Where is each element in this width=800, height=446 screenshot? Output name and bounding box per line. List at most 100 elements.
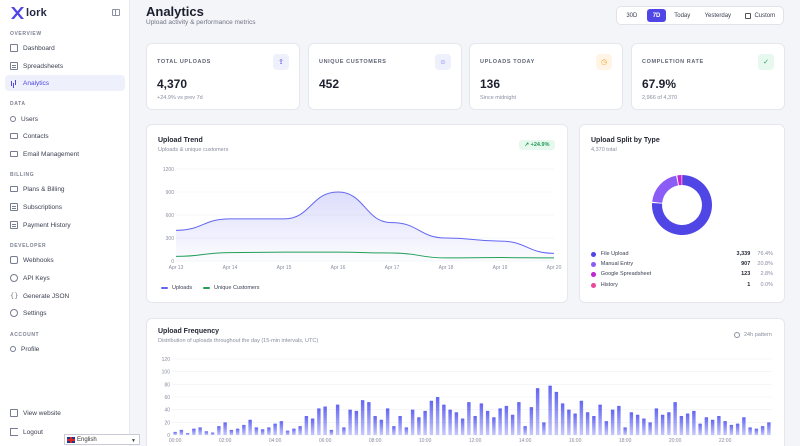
frequency-bar (248, 419, 252, 435)
frequency-bar (592, 416, 596, 435)
split-name: History (600, 282, 618, 288)
x-tick-label: 10:00 (419, 438, 432, 444)
frequency-bar (704, 417, 709, 435)
sidebar-item-label: API Keys (23, 274, 50, 282)
stat-label: UPLOADS TODAY (480, 59, 535, 65)
split-name: Google Spreadsheet (600, 271, 652, 277)
sidebar-item-label: Payment History (23, 221, 71, 229)
sidebar-item-logout[interactable]: Logout (5, 424, 125, 440)
sidebar-item-settings[interactable]: Settings (5, 305, 125, 321)
section-title-account: ACCOUNT (10, 332, 40, 338)
range-today-button[interactable]: Today (674, 12, 691, 19)
range-custom-button[interactable]: Custom (740, 9, 781, 22)
range-7d-button[interactable]: 7D (646, 9, 667, 22)
frequency-bar (429, 400, 434, 435)
sidebar-item-plans-billing[interactable]: Plans & Billing (5, 181, 125, 197)
frequency-bar (404, 427, 409, 435)
split-name: Manual Entry (600, 261, 634, 267)
stat-label: COMPLETION RATE (642, 59, 704, 65)
upload-trend-chart: 0 300 600 900 1200 Apr 13 Apr 14 Apr 15 Apr 16 Ap… (163, 167, 562, 271)
stat-note: +24.9% vs prev 7d (157, 95, 203, 101)
sidebar-item-label: Logout (23, 428, 43, 436)
frequency-bar (417, 417, 421, 435)
frequency-bar (204, 431, 209, 435)
sidebar-item-email-management[interactable]: Email Management (5, 146, 125, 162)
sidebar-item-label: Plans & Billing (23, 185, 65, 193)
page-title: Analytics (146, 4, 204, 19)
subscriptions-icon (10, 203, 18, 211)
frequency-bar (535, 388, 540, 435)
frequency-bar (385, 408, 390, 435)
x-tick-label: 06:00 (319, 438, 332, 444)
split-row-manual-entry: Manual Entry 907 20.8% (591, 259, 773, 269)
frequency-bar (348, 409, 352, 435)
frequency-bar (267, 427, 271, 435)
sidebar-item-contacts[interactable]: Contacts (5, 128, 125, 144)
frequency-bar (473, 416, 477, 435)
profile-icon (10, 346, 16, 352)
sidebar-item-label: Subscriptions (23, 203, 63, 211)
sidebar-item-subscriptions[interactable]: Subscriptions (5, 199, 125, 215)
frequency-bar (692, 410, 696, 435)
logo[interactable]: lork (10, 6, 47, 20)
y-tick-label: 600 (166, 213, 175, 219)
frequency-bar (617, 405, 621, 435)
sidebar-item-view-website[interactable]: View website (5, 405, 125, 421)
stat-note: 2,966 of 4,370 (642, 95, 678, 101)
frequency-bar (292, 428, 296, 435)
x-tick-label: 08:00 (369, 438, 382, 444)
credit-card-icon (10, 186, 18, 192)
range-yesterday-button[interactable]: Yesterday (704, 12, 732, 19)
sidebar-item-spreadsheets[interactable]: Spreadsheets (5, 58, 125, 74)
clock-icon: ◷ (596, 54, 612, 70)
split-row-history: History 1 0.0% (591, 280, 773, 290)
frequency-bar (423, 410, 427, 435)
frequency-bar (435, 397, 440, 435)
x-tick-label: Apr 16 (331, 265, 346, 271)
frequency-bar (523, 426, 527, 435)
section-title-developer: DEVELOPER (10, 243, 47, 249)
frequency-bar (748, 427, 752, 435)
sidebar-item-analytics[interactable]: Analytics (5, 75, 125, 91)
frequency-bar (654, 408, 659, 435)
sidebar-item-users[interactable]: Users (5, 111, 125, 127)
split-count: 3,339 (736, 251, 751, 257)
upload-split-title: Upload Split by Type (591, 137, 660, 144)
split-name: File Upload (600, 251, 629, 257)
language-select[interactable]: English ▼ (64, 434, 140, 445)
frequency-bar (604, 421, 609, 435)
page-subtitle: Upload activity & performance metrics (146, 19, 256, 26)
sidebar-item-dashboard[interactable]: Dashboard (5, 40, 125, 56)
sidebar-item-profile[interactable]: Profile (5, 341, 125, 357)
frequency-bar (504, 405, 509, 435)
sidebar-item-label: Users (21, 115, 38, 123)
range-30d-button[interactable]: 30D (626, 12, 638, 19)
frequency-bar (498, 408, 502, 435)
sidebar-item-webhooks[interactable]: Webhooks (5, 252, 125, 268)
frequency-bar (542, 422, 546, 435)
y-tick-label: 60 (164, 395, 170, 401)
sidebar-item-generate-json[interactable]: {} Generate JSON (5, 288, 125, 304)
sidebar-item-label: View website (23, 409, 61, 417)
frequency-bar (685, 413, 690, 435)
pattern-label: 24h pattern (734, 332, 772, 338)
frequency-bar (210, 432, 215, 435)
section-title-data: DATA (10, 101, 26, 107)
collapse-sidebar-icon[interactable] (112, 9, 120, 16)
stat-card-unique-customers: UNIQUE CUSTOMERS 452 ☺ (308, 43, 462, 110)
upload-trend-title: Upload Trend (158, 137, 203, 144)
x-tick-label: 16:00 (569, 438, 582, 444)
sidebar-item-payment-history[interactable]: Payment History (5, 217, 125, 233)
x-tick-label: 02:00 (219, 438, 232, 444)
series-line-unique-customers (175, 251, 555, 259)
x-tick-label: 04:00 (269, 438, 282, 444)
donut-slice (681, 175, 683, 186)
gear-icon (10, 309, 18, 317)
stat-value: 4,370 (157, 77, 188, 91)
dashboard-icon (10, 44, 18, 52)
sidebar-item-api-keys[interactable]: API Keys (5, 270, 125, 286)
x-tick-label: 22:00 (719, 438, 732, 444)
check-circle-icon: ✓ (758, 54, 774, 70)
trend-badge: ↗ +24.9% (519, 140, 555, 150)
frequency-bar (723, 421, 727, 435)
